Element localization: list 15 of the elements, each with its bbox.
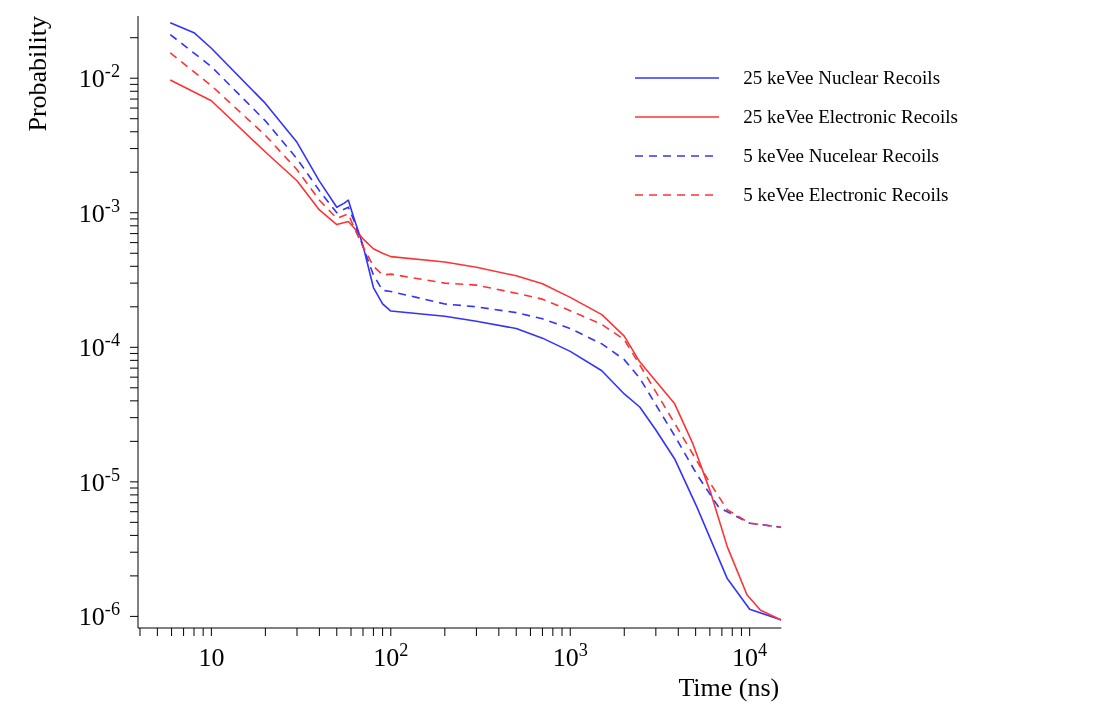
y-tick-label: 10$^{-6}$ [78,599,120,632]
x-tick-label: 10 [198,643,225,672]
x-tick-label: 10$^{4}$ [732,640,768,672]
legend-label: 25 keVee Nuclear Recoils [743,65,941,90]
x-tick-label: 10$^{2}$ [373,640,409,672]
legend-label: 5 keVee Nucelear Recoils [743,143,939,168]
y-tick-label: 10$^{-2}$ [78,61,120,94]
x-tick-label: 10$^{3}$ [552,640,588,672]
y-tick-label: 10$^{-5}$ [78,464,120,497]
y-tick-label: 10$^{-3}$ [78,195,120,228]
legend-label: 25 keVee Electronic Recoils [743,104,958,129]
legend-label: 5 keVee Electronic Recoils [743,182,949,207]
y-axis-title: Probability [23,16,52,132]
x-axis-title: Time (ns) [678,673,780,702]
y-tick-label: 10$^{-4}$ [78,330,120,363]
